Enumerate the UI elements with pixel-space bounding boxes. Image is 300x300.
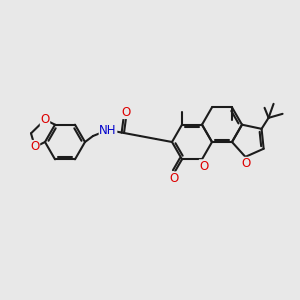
Text: O: O <box>169 172 178 185</box>
Text: O: O <box>200 160 208 173</box>
Text: O: O <box>30 140 40 154</box>
Text: NH: NH <box>99 124 117 136</box>
Text: O: O <box>122 106 130 118</box>
Text: O: O <box>40 113 50 126</box>
Text: O: O <box>242 158 251 170</box>
